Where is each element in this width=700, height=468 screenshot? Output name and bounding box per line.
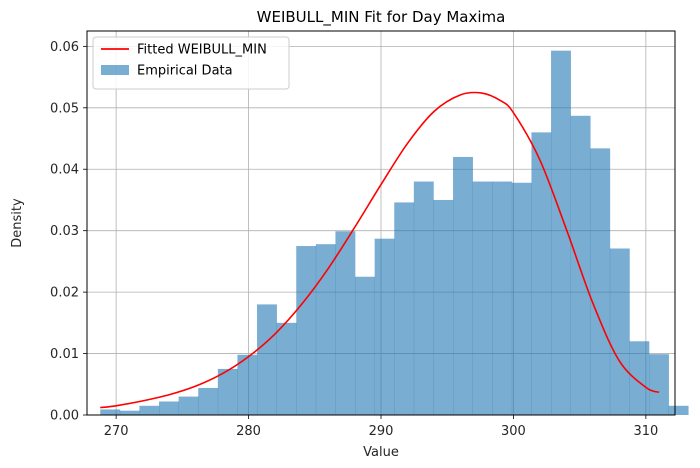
- x-tick-label: 290: [369, 424, 394, 439]
- y-tick-label: 0.00: [50, 409, 79, 424]
- histogram-bar: [159, 401, 179, 415]
- histogram-bar: [668, 405, 689, 415]
- histogram-bar: [590, 148, 611, 415]
- histogram-bar: [237, 354, 258, 415]
- histogram-bar: [119, 410, 140, 415]
- fit-curve-layer: [100, 91, 660, 409]
- legend-histogram-label: Empirical Data: [137, 64, 233, 79]
- histogram-bar: [629, 341, 650, 415]
- histogram-bar: [355, 276, 375, 415]
- histogram-bar: [335, 231, 356, 415]
- histogram-bar: [374, 238, 395, 415]
- y-axis-label: Density: [10, 198, 25, 248]
- histogram-bar: [139, 405, 160, 415]
- histogram-bar: [413, 181, 434, 415]
- histogram-bar: [433, 199, 454, 415]
- histogram-bar: [609, 248, 630, 415]
- histogram-bar: [551, 50, 571, 416]
- histogram-bar: [276, 322, 297, 415]
- y-tick-label: 0.03: [50, 224, 79, 239]
- x-tick-label: 300: [501, 424, 526, 439]
- histogram-bar: [296, 246, 317, 415]
- histogram-bar: [570, 115, 591, 415]
- legend-box: [92, 36, 290, 90]
- fit-curve-line: [100, 91, 660, 409]
- x-tick-label: 310: [633, 424, 658, 439]
- histogram-bar: [492, 181, 513, 415]
- histogram-bar: [511, 182, 532, 415]
- chart-title: WEIBULL_MIN Fit for Day Maxima: [257, 8, 506, 27]
- legend-fit-label: Fitted WEIBULL_MIN: [137, 43, 267, 58]
- y-tick-label: 0.04: [50, 163, 79, 178]
- histogram-bar: [531, 132, 552, 415]
- x-tick-label: 280: [236, 424, 261, 439]
- histogram-bar: [394, 202, 415, 415]
- x-axis-label: Value: [363, 445, 399, 460]
- histogram-bar: [472, 181, 493, 415]
- histogram-bar: [649, 354, 669, 415]
- histogram-bar: [178, 396, 199, 415]
- y-tick-label: 0.06: [50, 40, 79, 55]
- histogram-bar: [100, 409, 121, 415]
- legend-histogram-swatch: [101, 65, 129, 75]
- histogram-bars: [100, 50, 689, 416]
- histogram-bar: [217, 368, 238, 415]
- axis-ticks: 270 280 290 300 310 0.00 0.01 0.02 0.03 0.04 0.05 0…: [50, 40, 658, 439]
- histogram-bar: [257, 304, 277, 415]
- y-tick-label: 0.05: [50, 101, 79, 116]
- y-tick-label: 0.02: [50, 286, 79, 301]
- histogram-bar: [315, 244, 336, 415]
- y-tick-label: 0.01: [50, 347, 79, 362]
- histogram-bar: [198, 387, 219, 415]
- legend: Fitted WEIBULL_MIN Empirical Data: [92, 36, 290, 90]
- histogram-bar: [453, 156, 473, 415]
- x-tick-label: 270: [104, 424, 129, 439]
